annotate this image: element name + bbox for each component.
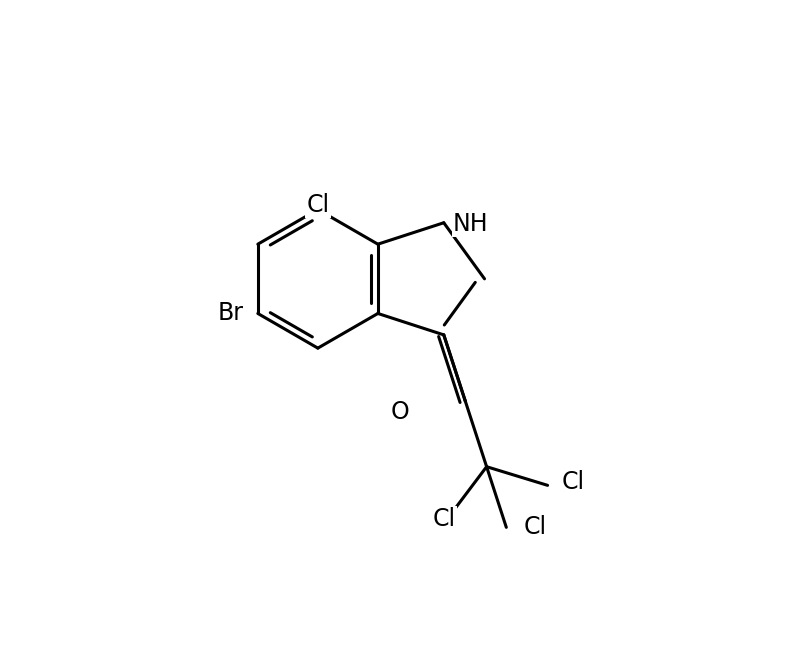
Text: Cl: Cl [306,192,330,216]
Text: Cl: Cl [561,470,585,494]
Text: O: O [391,400,409,424]
Text: Br: Br [218,301,244,325]
Text: Cl: Cl [433,508,456,532]
Text: Cl: Cl [523,515,546,539]
Text: NH: NH [453,212,488,236]
